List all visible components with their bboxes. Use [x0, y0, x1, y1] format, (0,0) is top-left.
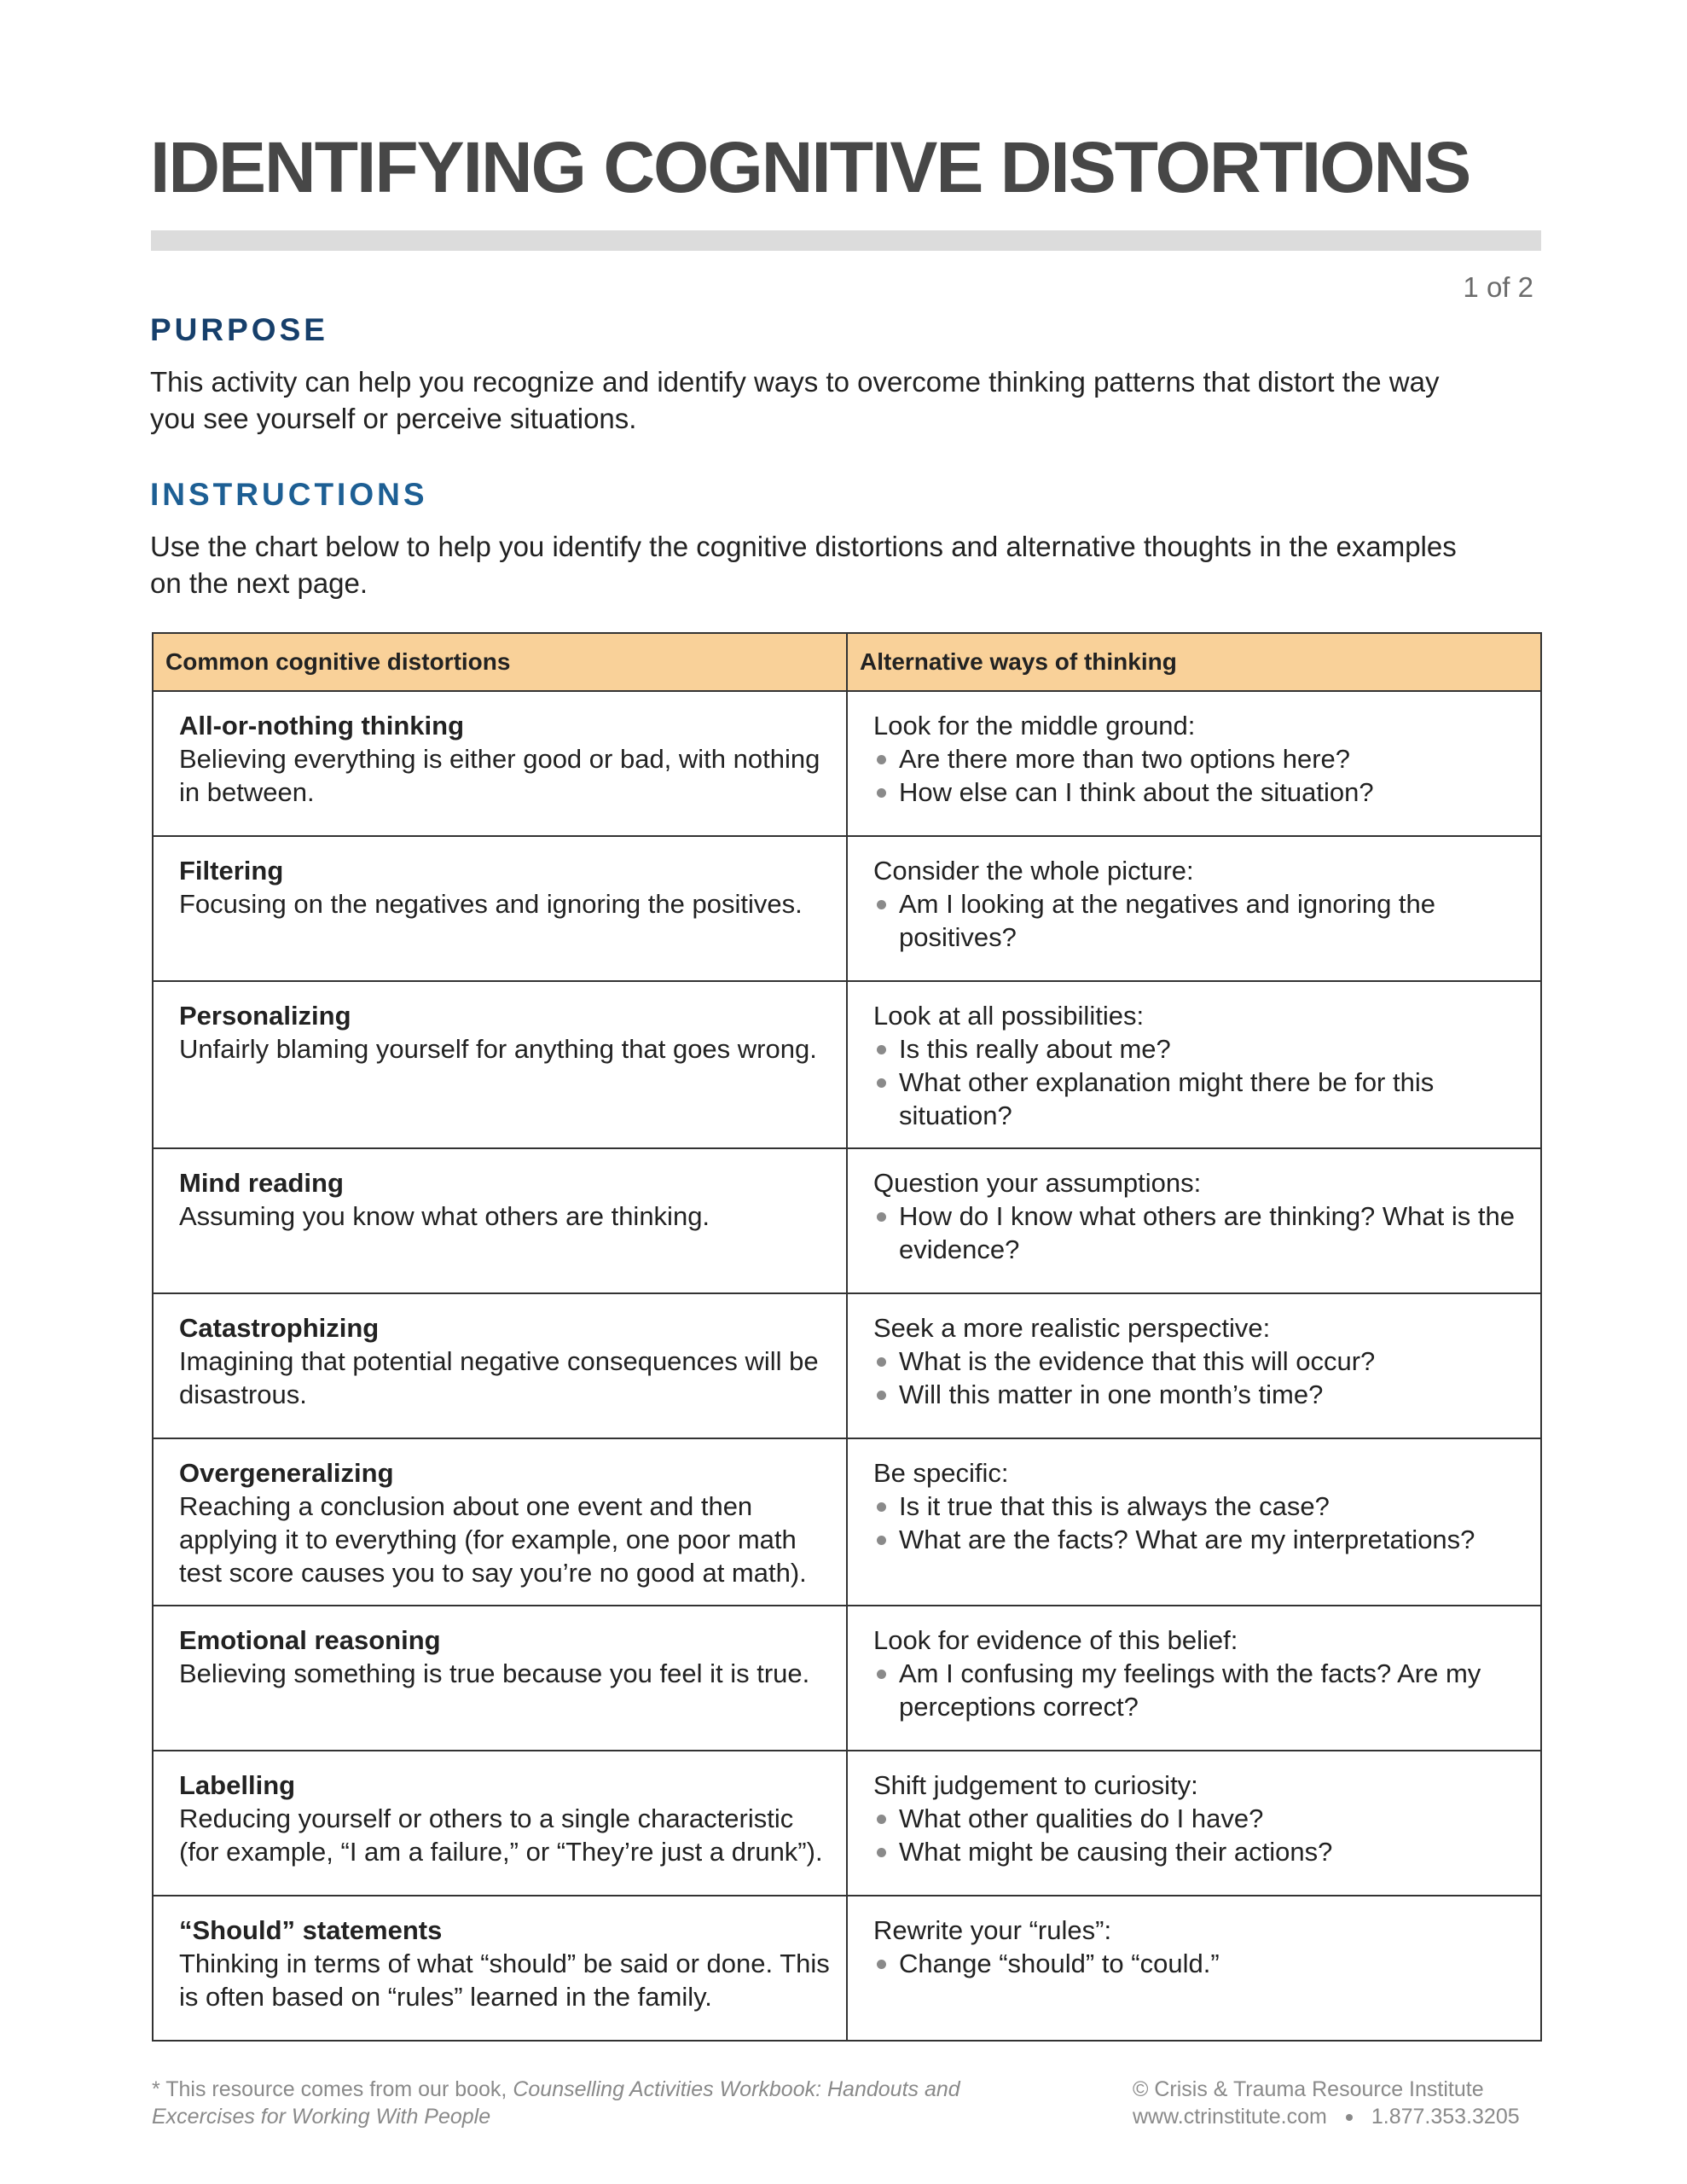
- alternative-heading: Be specific:: [873, 1458, 1009, 1488]
- distortions-table: Common cognitive distortions Alternative…: [152, 632, 1542, 2042]
- distortion-description: Reducing yourself or others to a single …: [179, 1804, 823, 1867]
- bullet-item: Will this matter in one month’s time?: [873, 1378, 1528, 1411]
- bullet-list: Are there more than two options here? How…: [873, 742, 1528, 809]
- distortion-name: Mind reading: [179, 1168, 344, 1198]
- distortion-name: Personalizing: [179, 1001, 351, 1031]
- distortion-name: All-or-nothing thinking: [179, 711, 465, 741]
- distortion-cell: Overgeneralizing Reaching a conclusion ab…: [152, 1438, 848, 1606]
- distortion-description: Believing something is true because you …: [179, 1658, 810, 1688]
- table-row: “Should” statements Thinking in terms of …: [152, 1895, 1542, 2042]
- purpose-heading: PURPOSE: [150, 312, 328, 347]
- alternative-cell: Shift judgement to curiosity: What other …: [846, 1750, 1542, 1896]
- column-header-distortions: Common cognitive distortions: [152, 632, 848, 692]
- table-header-row: Common cognitive distortions Alternative…: [152, 632, 1542, 692]
- distortion-description: Believing everything is either good or b…: [179, 744, 820, 807]
- table-row: Catastrophizing Imagining that potential …: [152, 1292, 1542, 1439]
- distortion-name: “Should” statements: [179, 1915, 443, 1945]
- bullet-item: Is it true that this is always the case?: [873, 1490, 1528, 1523]
- table-row: Labelling Reducing yourself or others to …: [152, 1750, 1542, 1896]
- bullet-item: How do I know what others are thinking? …: [873, 1199, 1528, 1266]
- bullet-item: Change “should” to “could.”: [873, 1947, 1528, 1980]
- bullet-list: Change “should” to “could.”: [873, 1947, 1528, 1980]
- alternative-heading: Question your assumptions:: [873, 1168, 1202, 1198]
- book-title: Counselling Activities Workbook: Handout…: [152, 2077, 960, 2129]
- bullet-list: Is it true that this is always the case?…: [873, 1490, 1528, 1556]
- table-row: All-or-nothing thinking Believing everyth…: [152, 690, 1542, 837]
- distortion-cell: Mind reading Assuming you know what other…: [152, 1147, 848, 1294]
- distortion-cell: “Should” statements Thinking in terms of …: [152, 1895, 848, 2042]
- alternative-heading: Seek a more realistic perspective:: [873, 1313, 1271, 1343]
- distortion-cell: Labelling Reducing yourself or others to …: [152, 1750, 848, 1896]
- alternative-cell: Rewrite your “rules”: Change “should” to …: [846, 1895, 1542, 2042]
- website-link[interactable]: www.ctrinstitute.com: [1133, 2105, 1327, 2129]
- bullet-item: What is the evidence that this will occu…: [873, 1345, 1528, 1378]
- alternative-heading: Shift judgement to curiosity:: [873, 1770, 1198, 1800]
- table-row: Personalizing Unfairly blaming yourself f…: [152, 980, 1542, 1149]
- distortion-cell: All-or-nothing thinking Believing everyth…: [152, 690, 848, 837]
- alternative-cell: Consider the whole picture: Am I looking …: [846, 835, 1542, 982]
- bullet-list: Am I confusing my feelings with the fact…: [873, 1657, 1528, 1723]
- source-prefix: * This resource comes from our book,: [152, 2077, 513, 2101]
- bullet-item: Is this really about me?: [873, 1032, 1528, 1066]
- alternative-heading: Rewrite your “rules”:: [873, 1915, 1112, 1945]
- instructions-heading: INSTRUCTIONS: [150, 477, 428, 512]
- footer-source: * This resource comes from our book, Cou…: [152, 2076, 1005, 2130]
- distortion-description: Imagining that potential negative conseq…: [179, 1346, 819, 1409]
- bullet-list: How do I know what others are thinking? …: [873, 1199, 1528, 1266]
- alternative-cell: Look for the middle ground: Are there mor…: [846, 690, 1542, 837]
- alternative-heading: Look for the middle ground:: [873, 711, 1196, 741]
- table-row: Filtering Focusing on the negatives and i…: [152, 835, 1542, 982]
- distortion-description: Thinking in terms of what “should” be sa…: [179, 1949, 830, 2012]
- alternative-cell: Be specific: Is it true that this is alwa…: [846, 1438, 1542, 1606]
- bullet-list: Am I looking at the negatives and ignori…: [873, 887, 1528, 954]
- distortion-name: Labelling: [179, 1770, 296, 1800]
- bullet-item: How else can I think about the situation…: [873, 775, 1528, 809]
- bullet-list: Is this really about me? What other expla…: [873, 1032, 1528, 1132]
- content-flow: Common cognitive distortions Alternative…: [152, 632, 1542, 2130]
- bullet-item: Am I looking at the negatives and ignori…: [873, 887, 1528, 954]
- instructions-text: Use the chart below to help you identify…: [150, 531, 1457, 599]
- table-row: Overgeneralizing Reaching a conclusion ab…: [152, 1438, 1542, 1606]
- distortion-cell: Personalizing Unfairly blaming yourself f…: [152, 980, 848, 1149]
- purpose-text: This activity can help you recognize and…: [150, 366, 1440, 434]
- table-row: Emotional reasoning Believing something i…: [152, 1605, 1542, 1751]
- alternative-cell: Seek a more realistic perspective: What i…: [846, 1292, 1542, 1439]
- distortion-name: Filtering: [179, 856, 284, 886]
- alternative-heading: Consider the whole picture:: [873, 856, 1194, 886]
- footer: * This resource comes from our book, Cou…: [152, 2076, 1542, 2130]
- phone-number: 1.877.353.3205: [1371, 2105, 1520, 2129]
- alternative-cell: Look at all possibilities: Is this really…: [846, 980, 1542, 1149]
- alternative-heading: Look at all possibilities:: [873, 1001, 1145, 1031]
- distortion-description: Unfairly blaming yourself for anything t…: [179, 1034, 817, 1064]
- bullet-item: What other qualities do I have?: [873, 1802, 1528, 1835]
- column-header-alternatives: Alternative ways of thinking: [846, 632, 1542, 692]
- footer-contact: © Crisis & Trauma Resource Institute www…: [1133, 2076, 1542, 2130]
- distortion-name: Emotional reasoning: [179, 1625, 441, 1655]
- bullet-item: What might be causing their actions?: [873, 1835, 1528, 1868]
- alternative-cell: Look for evidence of this belief: Am I co…: [846, 1605, 1542, 1751]
- bullet-item: Am I confusing my feelings with the fact…: [873, 1657, 1528, 1723]
- distortion-name: Overgeneralizing: [179, 1458, 394, 1488]
- bullet-list: What other qualities do I have? What migh…: [873, 1802, 1528, 1868]
- title-divider: [151, 230, 1541, 251]
- bullet-item: Are there more than two options here?: [873, 742, 1528, 775]
- table-row: Mind reading Assuming you know what other…: [152, 1147, 1542, 1294]
- copyright: © Crisis & Trauma Resource Institute: [1133, 2077, 1484, 2101]
- distortion-description: Focusing on the negatives and ignoring t…: [179, 889, 803, 919]
- distortion-description: Reaching a conclusion about one event an…: [179, 1491, 807, 1588]
- alternative-heading: Look for evidence of this belief:: [873, 1625, 1238, 1655]
- bullet-item: What other explanation might there be fo…: [873, 1066, 1528, 1132]
- page-indicator: 1 of 2: [1463, 271, 1533, 303]
- distortion-name: Catastrophizing: [179, 1313, 380, 1343]
- distortion-cell: Emotional reasoning Believing something i…: [152, 1605, 848, 1751]
- distortion-cell: Catastrophizing Imagining that potential …: [152, 1292, 848, 1439]
- page-title: IDENTIFYING COGNITIVE DISTORTIONS: [150, 127, 1471, 207]
- alternative-cell: Question your assumptions: How do I know …: [846, 1147, 1542, 1294]
- separator-dot: [1345, 2114, 1353, 2122]
- distortion-description: Assuming you know what others are thinki…: [179, 1201, 710, 1231]
- bullet-list: What is the evidence that this will occu…: [873, 1345, 1528, 1411]
- bullet-item: What are the facts? What are my interpre…: [873, 1523, 1528, 1556]
- distortion-cell: Filtering Focusing on the negatives and i…: [152, 835, 848, 982]
